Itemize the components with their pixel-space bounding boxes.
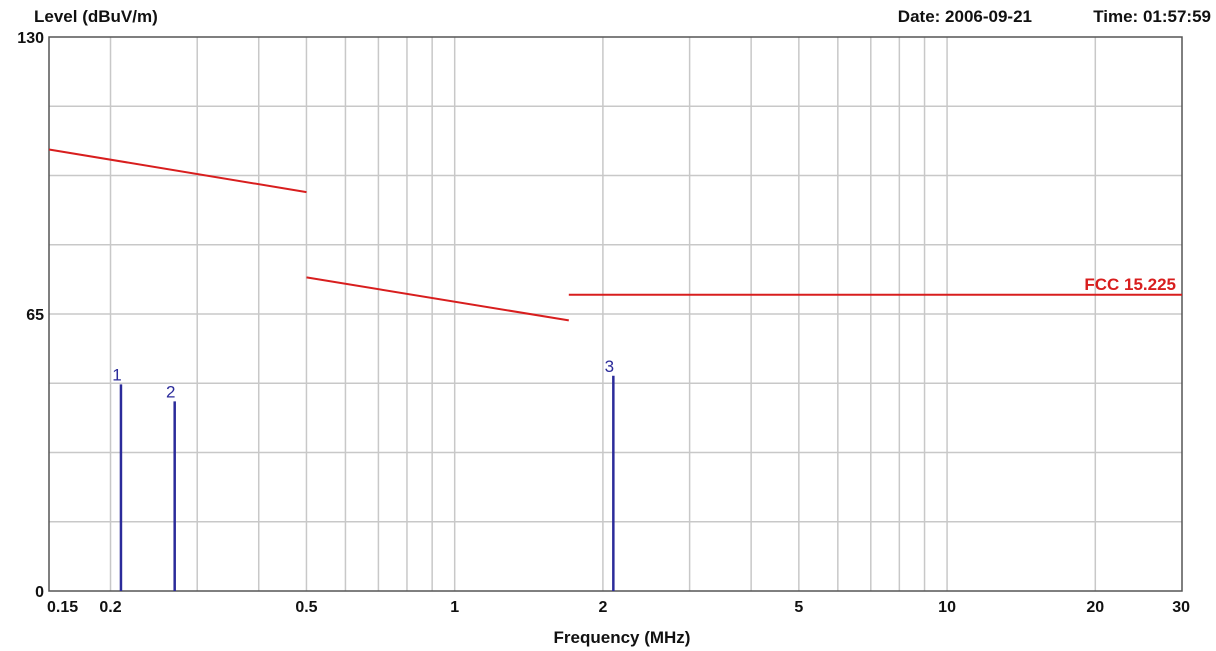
y-tick-label: 0 <box>35 584 44 601</box>
y-unit-label: Level (dBuV/m) <box>34 7 158 26</box>
y-tick-label: 65 <box>26 307 44 324</box>
x-tick-label: 2 <box>598 599 607 616</box>
y-tick-label: 130 <box>17 30 44 47</box>
marker-label: 1 <box>112 365 121 384</box>
grid <box>49 37 1182 591</box>
limit-line-segment <box>306 276 569 322</box>
x-tick-label: 0.15 <box>47 599 78 616</box>
markers: 1 2 3 <box>112 357 615 591</box>
date-label: Date: 2006-09-21 <box>898 7 1032 26</box>
limit-line <box>48 148 1182 322</box>
x-tick-label: 0.2 <box>99 599 121 616</box>
x-tick-label: 1 <box>450 599 459 616</box>
x-tick-label: 10 <box>938 599 956 616</box>
limit-name-label: FCC 15.225 <box>1084 275 1176 294</box>
plot-frame <box>48 36 1183 592</box>
marker-label: 3 <box>605 357 614 376</box>
tick-labels: 0.15 0.2 0.5 1 2 5 10 20 30 0 65 130 <box>17 30 1190 616</box>
time-label: Time: 01:57:59 <box>1093 7 1211 26</box>
x-tick-label: 30 <box>1172 599 1190 616</box>
x-tick-label: 5 <box>794 599 803 616</box>
x-tick-label: 0.5 <box>295 599 317 616</box>
x-axis-title: Frequency (MHz) <box>554 628 691 647</box>
marker-label: 2 <box>166 382 175 401</box>
limit-line-segment <box>48 148 307 194</box>
x-tick-label: 20 <box>1086 599 1104 616</box>
